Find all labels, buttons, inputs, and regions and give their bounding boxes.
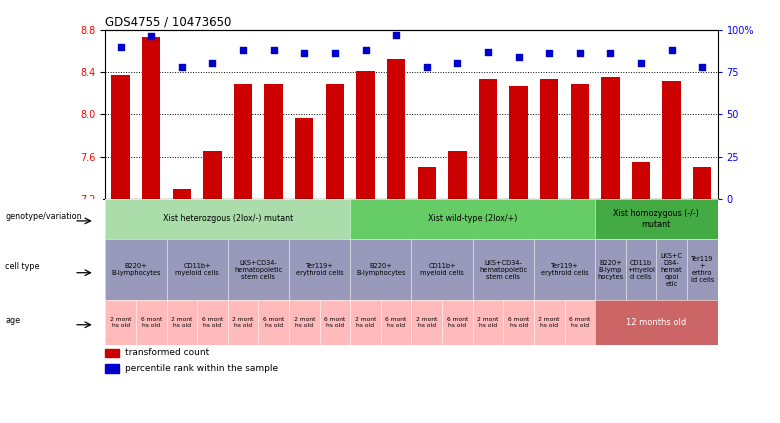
Text: B220+
B-lymphocytes: B220+ B-lymphocytes [356, 263, 406, 276]
Text: percentile rank within the sample: percentile rank within the sample [125, 364, 278, 374]
Text: Xist wild-type (2lox/+): Xist wild-type (2lox/+) [428, 214, 517, 223]
Text: 6 mont
hs old: 6 mont hs old [447, 317, 468, 328]
Point [390, 31, 402, 38]
Point [298, 50, 310, 57]
Text: cell type: cell type [5, 262, 40, 271]
Point [206, 60, 218, 67]
Text: Ter119+
erythroid cells: Ter119+ erythroid cells [541, 263, 588, 276]
Text: Xist heterozgous (2lox/-) mutant: Xist heterozgous (2lox/-) mutant [163, 214, 292, 223]
Text: 6 mont
hs old: 6 mont hs old [385, 317, 407, 328]
Point [512, 53, 525, 60]
Bar [509, 86, 528, 199]
Text: 2 mont
hs old: 2 mont hs old [538, 317, 560, 328]
Text: 2 mont
hs old: 2 mont hs old [355, 317, 376, 328]
Bar [105, 349, 119, 357]
Point [635, 60, 647, 67]
Point [176, 63, 188, 70]
Bar [601, 77, 619, 199]
Bar [479, 80, 497, 199]
Point [360, 47, 372, 53]
Text: 6 mont
hs old: 6 mont hs old [263, 317, 285, 328]
Text: B220+
B-lymphocytes: B220+ B-lymphocytes [112, 263, 161, 276]
Text: LKS+CD34-
hematopoietic
stem cells: LKS+CD34- hematopoietic stem cells [234, 260, 282, 280]
Bar [234, 84, 252, 199]
Bar [356, 71, 374, 199]
Text: 2 mont
hs old: 2 mont hs old [416, 317, 438, 328]
Text: 2 mont
hs old: 2 mont hs old [477, 317, 498, 328]
Bar [662, 81, 681, 199]
Text: 2 mont
hs old: 2 mont hs old [293, 317, 315, 328]
Bar [264, 84, 283, 199]
Point [482, 48, 495, 55]
Text: Ter119+
erythroid cells: Ter119+ erythroid cells [296, 263, 343, 276]
Point [268, 47, 280, 53]
Bar [295, 118, 314, 199]
Point [573, 50, 586, 57]
Text: CD11b+
myeloid cells: CD11b+ myeloid cells [420, 263, 464, 276]
Text: age: age [5, 316, 20, 325]
Point [145, 33, 158, 40]
Point [420, 63, 433, 70]
Bar [571, 84, 589, 199]
Bar [417, 167, 436, 199]
Text: 6 mont
hs old: 6 mont hs old [508, 317, 530, 328]
Point [237, 47, 250, 53]
Bar [142, 37, 161, 199]
Bar [632, 162, 651, 199]
Text: LKS+CD34-
hematopoietic
stem cells: LKS+CD34- hematopoietic stem cells [479, 260, 527, 280]
Text: GDS4755 / 10473650: GDS4755 / 10473650 [105, 16, 232, 28]
Text: CD11b
+myeloi
d cells: CD11b +myeloi d cells [627, 260, 655, 280]
Text: transformed count: transformed count [125, 349, 209, 357]
Text: 6 mont
hs old: 6 mont hs old [202, 317, 223, 328]
Point [451, 60, 463, 67]
Text: LKS+C
D34-
hemat
opoi
etic: LKS+C D34- hemat opoi etic [661, 253, 682, 287]
Bar [105, 364, 119, 373]
Text: 12 months old: 12 months old [626, 318, 686, 327]
Bar [693, 167, 711, 199]
Bar [540, 80, 558, 199]
Bar [387, 59, 406, 199]
Point [543, 50, 555, 57]
Bar [448, 151, 466, 199]
Text: Ter119
+
erthro
id cells: Ter119 + erthro id cells [690, 256, 714, 283]
Text: 6 mont
hs old: 6 mont hs old [569, 317, 590, 328]
Text: 2 mont
hs old: 2 mont hs old [171, 317, 193, 328]
Text: Xist homozygous (-/-)
mutant: Xist homozygous (-/-) mutant [613, 209, 700, 228]
Text: genotype/variation: genotype/variation [5, 212, 82, 221]
Point [328, 50, 341, 57]
Bar [112, 75, 129, 199]
Bar [172, 190, 191, 199]
Point [115, 43, 127, 50]
Bar [204, 151, 222, 199]
Point [604, 50, 617, 57]
Text: 6 mont
hs old: 6 mont hs old [140, 317, 162, 328]
Text: 2 mont
hs old: 2 mont hs old [232, 317, 254, 328]
Bar [326, 84, 344, 199]
Point [665, 47, 678, 53]
Text: CD11b+
myeloid cells: CD11b+ myeloid cells [176, 263, 219, 276]
Text: 6 mont
hs old: 6 mont hs old [324, 317, 346, 328]
Text: B220+
B-lymp
hocytes: B220+ B-lymp hocytes [597, 260, 623, 280]
Text: 2 mont
hs old: 2 mont hs old [110, 317, 131, 328]
Point [696, 63, 708, 70]
